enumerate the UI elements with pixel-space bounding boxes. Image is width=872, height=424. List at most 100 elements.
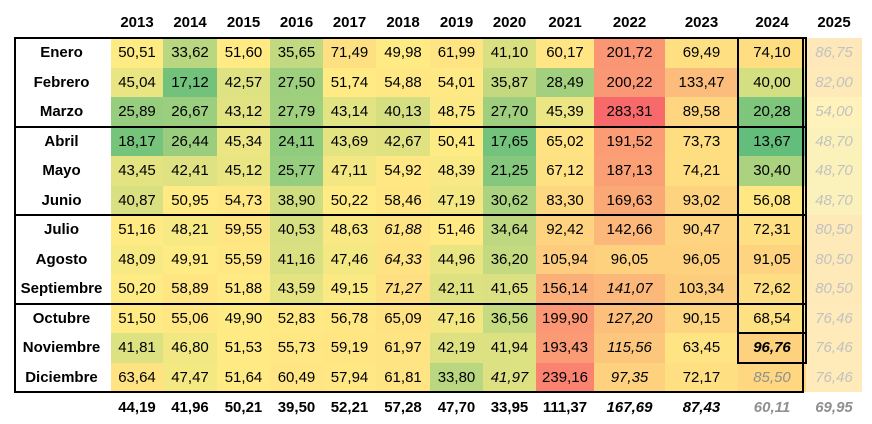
table-cell: 21,25 [483,156,536,186]
month-label: Septiembre [20,280,103,297]
month-label: Febrero [33,73,90,91]
table-cell: 27,79 [270,97,323,127]
total-cell: 47,70 [437,399,476,416]
table-cell: 51,74 [323,67,376,97]
year-header: 2024 [755,14,789,31]
table-cell: 43,59 [270,274,323,304]
table-cell: 46,80 [163,333,217,363]
table-cell: 50,20 [111,274,163,304]
table-cell: 50,22 [323,185,376,215]
month-label: Noviembre [22,339,101,356]
table-cell: 156,14 [536,274,594,304]
table-cell: 49,90 [217,303,270,333]
table-cell: 55,59 [217,244,270,274]
table-cell: 54,92 [376,156,430,186]
month-label: Enero [40,44,83,61]
total-cell: 44,19 [118,399,156,416]
table-cell: 86,75 [806,38,862,68]
table-cell: 61,99 [430,38,483,68]
year-header: 2015 [226,14,261,31]
table-cell: 30,40 [738,156,806,186]
table-cell: 51,64 [217,362,270,392]
table-cell: 27,70 [483,97,536,127]
table-cell: 44,96 [430,244,483,274]
quarter-divider [737,214,807,216]
total-cell: 60,11 [753,399,791,416]
table-cell: 201,72 [594,38,665,68]
table-cell: 48,63 [323,215,376,245]
table-cell: 41,97 [483,362,536,392]
table-cell: 47,11 [323,156,376,186]
table-cell: 74,21 [665,156,738,186]
table-cell: 13,67 [738,126,806,156]
table-cell: 76,46 [806,303,862,333]
table-cell: 74,10 [738,38,806,68]
table-cell: 43,69 [323,126,376,156]
year-header: 2017 [332,14,367,31]
table-cell: 68,54 [738,303,806,333]
table-cell: 89,58 [665,97,738,127]
table-cell: 239,16 [536,362,594,392]
table-cell: 17,65 [483,126,536,156]
table-cell: 42,11 [430,274,483,304]
year-header: 2022 [612,14,647,31]
table-cell: 71,49 [323,38,376,68]
table-cell: 67,12 [536,156,594,186]
table-cell: 61,88 [376,215,430,245]
total-cell: 57,28 [384,399,422,416]
table-cell: 30,62 [483,185,536,215]
table-cell: 41,81 [111,333,163,363]
table-cell: 47,47 [163,362,217,392]
table-cell: 18,17 [111,126,163,156]
table-cell: 92,42 [536,215,594,245]
table-cell: 38,90 [270,185,323,215]
year-header: 2019 [439,14,474,31]
table-cell: 54,00 [806,97,862,127]
table-cell: 25,89 [111,97,163,127]
table-cell: 48,09 [111,244,163,274]
table-cell: 169,63 [594,185,665,215]
table-cell: 61,81 [376,362,430,392]
table-cell: 36,20 [483,244,536,274]
table-cell: 24,11 [270,126,323,156]
table-cell: 40,13 [376,97,430,127]
table-cell: 42,57 [217,67,270,97]
year-header: 2014 [173,14,207,31]
table-cell: 60,49 [270,362,323,392]
table-cell: 50,95 [163,185,217,215]
table-cell: 199,90 [536,303,594,333]
total-cell: 111,37 [542,399,588,416]
total-cell: 33,95 [490,399,529,416]
table-cell: 63,64 [111,362,163,392]
table-cell: 191,52 [594,126,665,156]
table-cell: 93,02 [665,185,738,215]
table-cell: 47,16 [430,303,483,333]
table-cell: 48,39 [430,156,483,186]
table-cell: 47,19 [430,185,483,215]
table-cell: 56,08 [738,185,806,215]
year-header: 2013 [120,14,154,31]
table-cell: 42,19 [430,333,483,363]
year-header: 2023 [684,14,719,31]
table-cell: 51,60 [217,38,270,68]
table-cell: 71,27 [376,274,430,304]
table-cell: 20,28 [738,97,806,127]
table-cell: 83,30 [536,185,594,215]
table-cell: 54,88 [376,67,430,97]
table-cell: 51,88 [217,274,270,304]
table-cell: 90,15 [665,303,738,333]
table-cell: 40,53 [270,215,323,245]
table-cell: 54,01 [430,67,483,97]
table-cell: 43,12 [217,97,270,127]
table-cell: 27,50 [270,67,323,97]
year-header: 2018 [386,14,420,31]
total-cell: 50,21 [224,399,263,416]
month-label: Agosto [35,250,88,268]
table-cell: 133,47 [665,67,738,97]
month-label: Mayo [42,162,81,179]
total-cell: 167,69 [606,399,653,416]
table-cell: 58,46 [376,185,430,215]
table-cell: 45,34 [217,126,270,156]
table-cell: 200,22 [594,67,665,97]
table-cell: 51,53 [217,333,270,363]
